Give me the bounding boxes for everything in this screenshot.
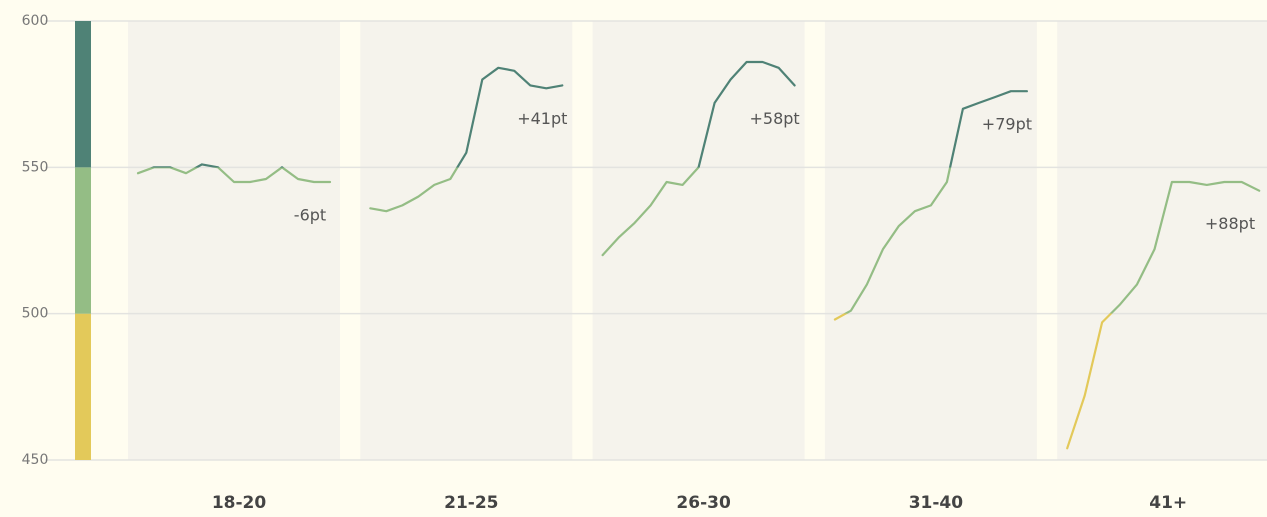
x-tick-label: 31-40 <box>909 493 964 513</box>
panel-background <box>824 21 1037 460</box>
line <box>1066 180 1261 450</box>
band <box>75 167 91 314</box>
line <box>369 66 564 213</box>
panel-background <box>1057 21 1267 460</box>
annotation: +88pt <box>1205 214 1255 233</box>
band <box>75 21 91 168</box>
annotation: +58pt <box>749 109 799 128</box>
panel-background <box>360 21 573 460</box>
x-tick-label: 18-20 <box>212 493 267 513</box>
annotation: -6pt <box>294 205 326 224</box>
line <box>136 163 332 184</box>
annotation: +79pt <box>982 115 1032 134</box>
y-tick-label: 500 <box>22 306 49 322</box>
band <box>75 313 91 460</box>
annotation: +41pt <box>517 109 567 128</box>
y-tick-label: 600 <box>22 13 49 29</box>
x-tick-label: 26-30 <box>676 493 731 513</box>
panel-background <box>592 21 805 460</box>
x-tick-label: 21-25 <box>444 493 498 513</box>
x-tick-label: 41+ <box>1149 493 1187 513</box>
y-tick-label: 550 <box>22 159 49 175</box>
panel-background <box>128 21 340 460</box>
y-tick-label: 450 <box>22 452 49 468</box>
line <box>601 60 796 257</box>
line <box>833 90 1028 321</box>
